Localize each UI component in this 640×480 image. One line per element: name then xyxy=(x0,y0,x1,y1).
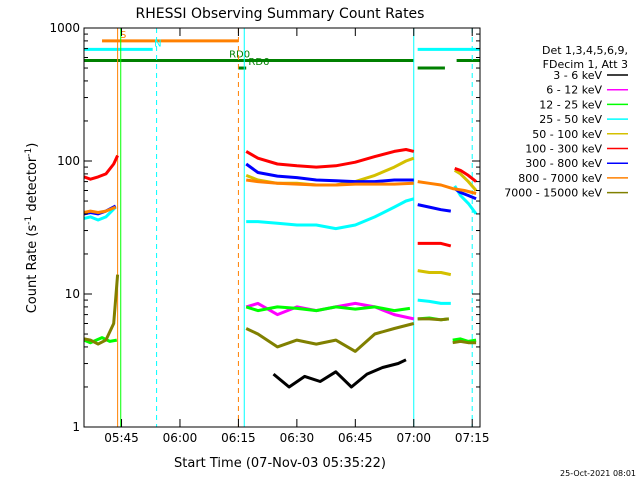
series-12-25-kev-segment-1 xyxy=(245,305,411,313)
flag-label-n: N xyxy=(154,38,161,49)
series-25-50-kev-segment-2 xyxy=(417,298,451,305)
legend-header-1: FDecim 1, Att 3 xyxy=(543,58,628,71)
legend-label-3: 25 - 50 keV xyxy=(539,113,602,126)
timestamp: 25-Oct-2021 08:01 xyxy=(560,469,636,478)
x-tick-label-0715: 07:15 xyxy=(455,431,490,445)
y-tick-label-1000: 1000 xyxy=(49,21,80,35)
legend-label-4: 50 - 100 keV xyxy=(532,128,602,141)
legend-label-5: 100 - 300 keV xyxy=(525,143,602,156)
legend-label-8: 7000 - 15000 keV xyxy=(504,187,602,200)
series-300-800-kev-segment-2 xyxy=(417,203,452,213)
series-7000-15000-kev-segment-1 xyxy=(245,322,415,353)
series-25-50-kev-segment-0 xyxy=(83,206,117,222)
x-tick-label-0545: 05:45 xyxy=(104,431,139,445)
x-tick-label-0645: 06:45 xyxy=(338,431,373,445)
series-7000-15000-kev-segment-2 xyxy=(417,317,449,322)
y-axis-label: Count Rate (s-1 detector-1) xyxy=(24,143,40,314)
series-100-300-kev-segment-1 xyxy=(245,148,415,169)
series-3-6-kev-segment-0 xyxy=(272,358,407,389)
series-100-300-kev-segment-3 xyxy=(454,166,478,183)
series-300-800-kev-segment-1 xyxy=(245,162,414,184)
y-tick-label-10: 10 xyxy=(65,287,80,301)
axes: 05:45 06:00 06:15 06:30 06:45 07:00 07:15 1 10 10… xyxy=(49,21,489,445)
chart-title: RHESSI Observing Summary Count Rates xyxy=(136,6,425,22)
legend-label-1: 6 - 12 keV xyxy=(546,84,602,97)
legend: Det 1,3,4,5,6,9,FDecim 1, Att 33 - 6 keV… xyxy=(504,44,628,200)
x-tick-label-0600: 06:00 xyxy=(163,431,198,445)
series-50-100-kev-segment-1 xyxy=(417,269,452,277)
series-100-300-kev-segment-0 xyxy=(83,154,119,181)
series-6-12-kev-segment-0 xyxy=(245,301,415,321)
flag-label-rd0: RD0 xyxy=(229,49,250,60)
legend-label-2: 12 - 25 keV xyxy=(539,98,602,111)
series-7000-15000-kev-segment-0 xyxy=(83,274,120,346)
flag-label-s: S xyxy=(120,30,126,41)
series-800-7000-kev-segment-1 xyxy=(245,178,414,187)
series-7000-15000-kev-segment-3 xyxy=(452,339,477,345)
series-50-100-kev-segment-2 xyxy=(453,169,478,192)
plot-frame xyxy=(83,27,481,428)
x-tick-label-0630: 06:30 xyxy=(280,431,315,445)
legend-label-7: 800 - 7000 keV xyxy=(518,172,602,185)
flag-label-rd6: RD6 xyxy=(248,57,269,68)
series-100-300-kev-segment-2 xyxy=(417,241,452,248)
x-tick-label-0615: 06:15 xyxy=(221,431,256,445)
series-800-7000-kev-segment-0 xyxy=(83,205,117,214)
vertical-markers xyxy=(117,28,473,427)
legend-label-6: 300 - 800 keV xyxy=(525,157,602,170)
legend-header-0: Det 1,3,4,5,6,9, xyxy=(542,44,628,57)
x-tick-label-0700: 07:00 xyxy=(396,431,431,445)
y-tick-label-100: 100 xyxy=(57,154,80,168)
series-25-50-kev-segment-1 xyxy=(246,197,415,231)
series-800-7000-kev-segment-2 xyxy=(417,180,477,195)
y-tick-label-1: 1 xyxy=(72,420,80,434)
legend-label-0: 3 - 6 keV xyxy=(553,69,602,82)
series-group xyxy=(83,148,478,389)
series-12-25-kev-segment-0 xyxy=(83,336,118,345)
series-12-25-kev-segment-3 xyxy=(452,337,477,343)
x-axis-label: Start Time (07-Nov-03 05:35:22) xyxy=(174,456,386,471)
